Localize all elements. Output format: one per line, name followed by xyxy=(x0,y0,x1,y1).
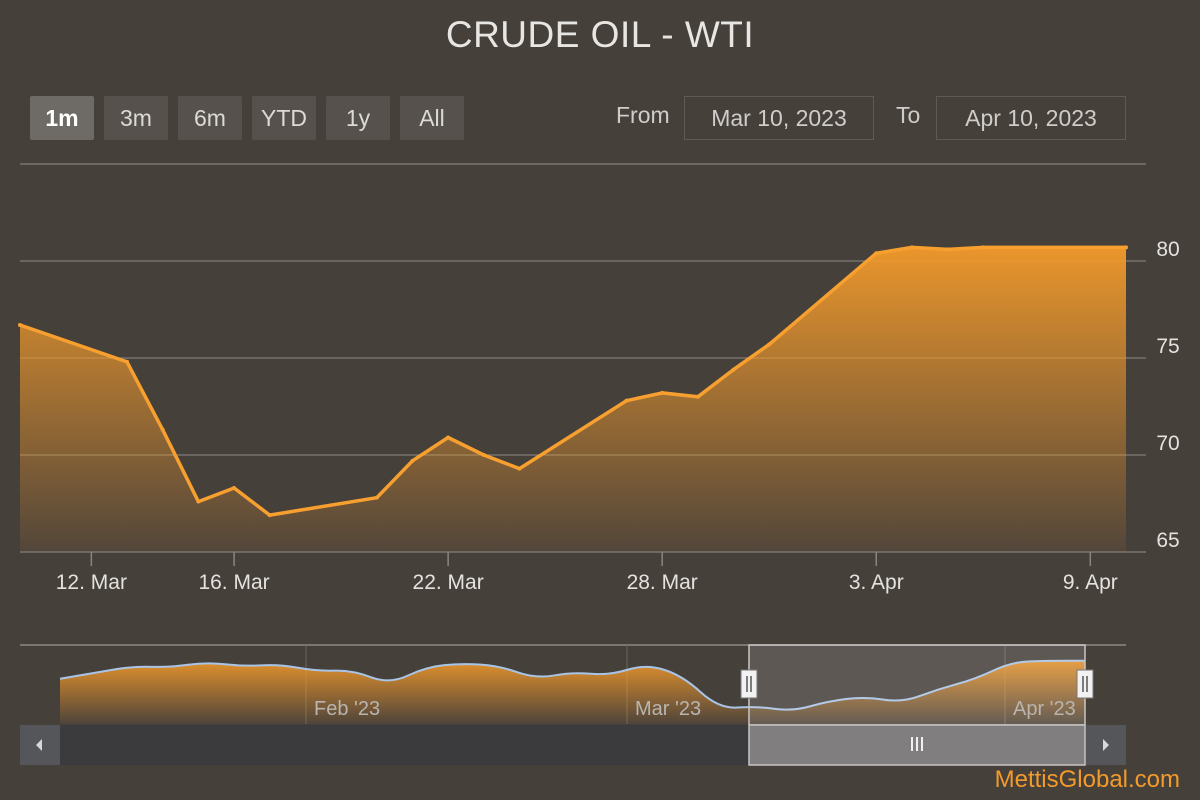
data-point-2023-04-04 xyxy=(909,245,914,250)
navigator-selection-mask[interactable] xyxy=(748,644,1086,726)
data-point-2023-03-13 xyxy=(125,359,130,364)
data-point-2023-03-10 xyxy=(18,323,22,328)
from-date-input[interactable]: Mar 10, 2023 xyxy=(684,96,874,140)
navigator-label-2: Apr '23 xyxy=(1013,698,1076,720)
y-tick-label-65: 65 xyxy=(1156,529,1179,552)
data-point-2023-03-31 xyxy=(767,342,772,347)
scrollbar-right-arrow[interactable] xyxy=(1086,725,1126,765)
data-point-2023-03-22 xyxy=(446,435,451,440)
x-tick-label-3: 28. Mar xyxy=(627,571,698,594)
data-point-2023-03-14 xyxy=(160,427,165,432)
range-button-1m[interactable]: 1m xyxy=(30,96,94,140)
navigator-area xyxy=(60,660,1085,724)
data-point-2023-03-27 xyxy=(624,398,629,403)
data-point-2023-03-17 xyxy=(267,513,272,518)
scrollbar-left-arrow[interactable] xyxy=(20,725,60,765)
x-tick-label-2: 22. Mar xyxy=(413,571,484,594)
data-point-2023-04-03 xyxy=(874,251,879,256)
range-button-all[interactable]: All xyxy=(400,96,464,140)
y-tick-label-80: 80 xyxy=(1156,238,1179,261)
y-tick-label-70: 70 xyxy=(1156,432,1179,455)
navigator-line xyxy=(59,659,1085,711)
x-tick-label-0: 12. Mar xyxy=(56,571,127,594)
price-area xyxy=(20,247,1126,552)
range-button-6m[interactable]: 6m xyxy=(178,96,242,140)
navigator-handle-left[interactable] xyxy=(740,669,758,699)
data-point-2023-03-15 xyxy=(196,499,201,504)
to-label: To xyxy=(896,102,921,128)
from-label: From xyxy=(616,102,670,128)
data-point-2023-03-16 xyxy=(232,485,237,490)
data-point-2023-03-30 xyxy=(731,367,736,372)
range-button-3m[interactable]: 3m xyxy=(104,96,168,140)
x-tick-label-5: 9. Apr xyxy=(1063,571,1118,594)
data-point-2023-03-20 xyxy=(374,495,379,500)
data-point-2023-04-10 xyxy=(1124,245,1128,250)
scrollbar-thumb[interactable] xyxy=(748,724,1086,766)
x-tick-label-1: 16. Mar xyxy=(198,571,269,594)
range-button-ytd[interactable]: YTD xyxy=(252,96,316,140)
data-point-2023-03-21 xyxy=(410,458,415,463)
y-tick-label-75: 75 xyxy=(1156,335,1179,358)
data-point-2023-03-24 xyxy=(517,466,522,471)
navigator-label-1: Mar '23 xyxy=(635,698,701,720)
data-point-2023-03-23 xyxy=(481,453,486,457)
data-point-2023-04-05 xyxy=(945,247,950,252)
data-point-2023-03-28 xyxy=(660,390,665,395)
to-date-input[interactable]: Apr 10, 2023 xyxy=(936,96,1126,140)
navigator-handle-right[interactable] xyxy=(1076,669,1094,699)
x-tick-label-4: 3. Apr xyxy=(849,571,904,594)
brand-link[interactable]: MettisGlobal.com xyxy=(994,766,1180,793)
navigator-label-0: Feb '23 xyxy=(314,698,380,720)
data-point-2023-03-29 xyxy=(695,394,700,399)
data-point-2023-04-06 xyxy=(981,245,986,250)
range-button-1y[interactable]: 1y xyxy=(326,96,390,140)
chart-title: CRUDE OIL - WTI xyxy=(445,14,755,55)
